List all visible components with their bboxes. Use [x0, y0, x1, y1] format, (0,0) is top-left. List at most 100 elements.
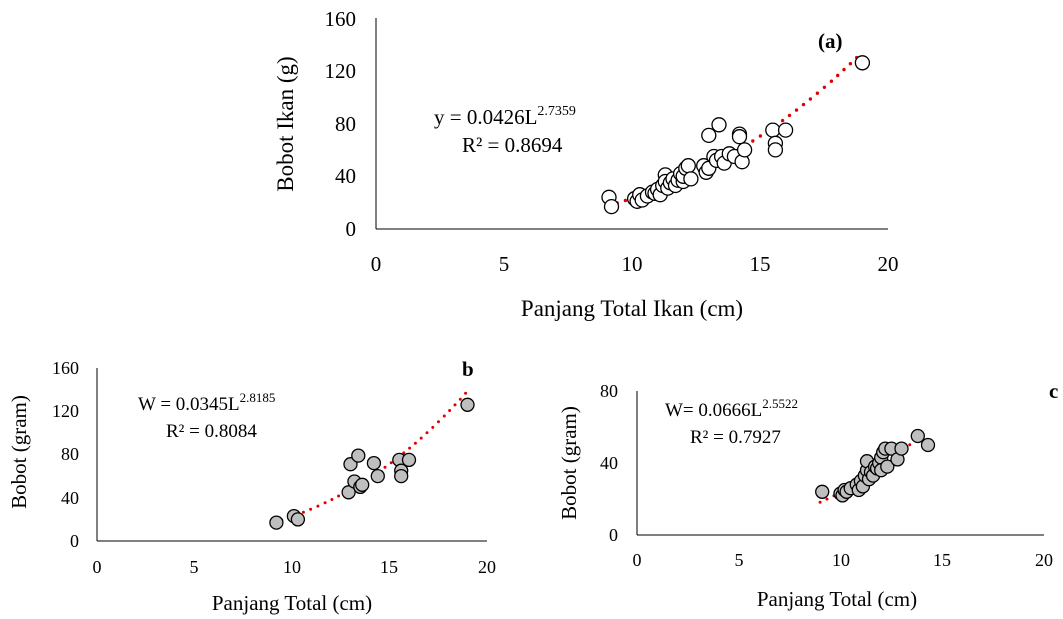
y-tick-label: 160	[325, 7, 357, 31]
chart-panel-a: 0 40 80 120 160 0 5 10 15 20 Panjang Tot…	[273, 7, 899, 321]
data-point	[269, 515, 284, 530]
chart-panel-b: 0 40 80 120 160 0 5 10 15 20 Panjang Tot…	[7, 357, 496, 615]
trendline-dot	[794, 108, 799, 112]
data-point	[711, 117, 727, 133]
trendline-dot	[464, 391, 468, 395]
y-tick-label: 80	[335, 112, 356, 136]
equation-base: W= 0.0666L	[665, 400, 762, 421]
x-tick-label: 0	[633, 550, 642, 570]
y-axis-title: Bobot (gram)	[7, 395, 31, 509]
data-point	[765, 122, 781, 138]
x-tick-label: 10	[622, 252, 643, 276]
equation-exponent: 2.8185	[240, 390, 276, 405]
x-tick-labels: 0 5 10 15 20	[633, 550, 1054, 570]
data-point	[370, 468, 385, 484]
r-squared: R² = 0.8084	[166, 421, 257, 442]
y-tick-label: 80	[600, 381, 618, 401]
trendline-dot	[448, 409, 452, 412]
data-point	[394, 468, 409, 484]
x-tick-labels: 0 5 10 15 20	[371, 252, 899, 276]
trendline-dot	[330, 498, 334, 501]
panel-label: (a)	[818, 29, 843, 53]
y-tick-label: 80	[61, 444, 79, 464]
trendline-dot	[413, 441, 417, 445]
x-tick-label: 10	[283, 557, 301, 577]
data-point	[880, 459, 895, 474]
x-tick-label: 20	[478, 557, 496, 577]
trendline-dot	[808, 97, 813, 101]
data-point	[777, 122, 794, 138]
y-tick-labels: 0 40 80	[600, 381, 618, 545]
data-point	[680, 158, 696, 174]
scatter-points	[269, 397, 475, 530]
x-tick-label: 5	[190, 557, 199, 577]
data-point	[731, 129, 748, 145]
data-point	[920, 437, 936, 453]
data-point	[603, 198, 620, 215]
y-axis-title: Bobot Ikan (g)	[273, 56, 298, 191]
data-point	[351, 448, 366, 463]
trendline-dot	[815, 91, 820, 95]
x-tick-label: 0	[371, 252, 382, 276]
y-tick-label: 120	[52, 401, 79, 421]
data-point	[401, 452, 417, 468]
y-tick-label: 0	[609, 525, 618, 545]
data-point	[815, 484, 830, 499]
trendline-dot	[751, 139, 755, 143]
x-axis-title: Panjang Total (cm)	[212, 591, 372, 615]
trendline-dot	[758, 134, 763, 138]
trendline-dot	[383, 465, 387, 469]
chart-panel-c: 0 40 80 0 5 10 15 20 Panjang Total (cm) …	[557, 379, 1058, 611]
x-tick-labels: 0 5 10 15 20	[93, 557, 497, 577]
data-point	[460, 397, 475, 412]
y-tick-label: 0	[346, 217, 357, 241]
x-tick-label: 5	[499, 252, 510, 276]
trendline-dot	[425, 431, 429, 435]
panel-label: b	[462, 357, 474, 381]
trend-equation: W = 0.0345L2.8185	[138, 390, 275, 415]
equation-exponent: 2.7359	[537, 104, 576, 119]
x-axis-title: Panjang Total Ikan (cm)	[521, 296, 743, 321]
data-point	[894, 441, 909, 456]
trendline-dot	[453, 403, 457, 407]
trendline-dot	[301, 510, 305, 514]
trendline-dot	[419, 436, 423, 440]
data-point	[355, 477, 370, 492]
x-tick-label: 20	[878, 252, 899, 276]
data-point	[290, 512, 306, 527]
trendline-dot	[842, 67, 846, 72]
y-tick-label: 160	[52, 358, 79, 378]
trendline-dot	[337, 494, 341, 498]
trendline-dot	[458, 397, 462, 401]
x-axis-title: Panjang Total (cm)	[757, 587, 917, 611]
trend-equation: W= 0.0666L2.5522	[665, 396, 798, 421]
y-tick-label: 40	[61, 488, 79, 508]
y-tick-label: 40	[600, 453, 618, 473]
trendline-dot	[822, 85, 827, 90]
data-point	[910, 428, 925, 444]
trendline-dot	[442, 414, 446, 418]
trendline-dot	[389, 461, 393, 465]
y-tick-label: 40	[335, 164, 356, 188]
trendline-dot	[848, 62, 853, 66]
x-tick-label: 15	[933, 550, 951, 570]
scatter-points	[601, 55, 871, 215]
x-tick-label: 10	[832, 550, 850, 570]
scatter-points	[815, 428, 936, 503]
trendline-dot	[908, 443, 912, 447]
trendline-dot	[780, 118, 785, 123]
trend-equation: y = 0.0426L2.7359	[434, 104, 576, 129]
data-point	[736, 142, 753, 158]
panel-label: c	[1049, 379, 1058, 403]
y-tick-label: 120	[325, 59, 357, 83]
trendline-dot	[316, 504, 320, 508]
x-tick-label: 0	[93, 557, 102, 577]
trendline-dot	[787, 113, 792, 118]
data-point	[341, 485, 356, 500]
trendline-dot	[818, 500, 822, 504]
trendline-dot	[437, 420, 440, 424]
x-tick-label: 15	[750, 252, 771, 276]
trendline-dot	[825, 497, 829, 501]
data-point	[767, 142, 784, 158]
